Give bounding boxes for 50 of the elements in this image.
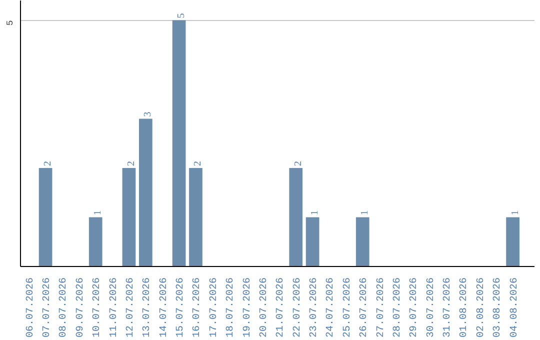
data-label: 2 [192, 160, 204, 166]
x-tick-label: 02.08.2026 [476, 277, 487, 338]
x-tick-label: 20.07.2026 [258, 277, 270, 338]
bar [122, 168, 136, 266]
x-tick-label: 03.08.2026 [492, 277, 504, 338]
data-label: 2 [42, 160, 54, 166]
x-tick-label: 13.07.2026 [142, 277, 154, 338]
x-tick-label: 26.07.2026 [359, 277, 370, 338]
bar [356, 217, 370, 266]
data-label: 1 [510, 210, 521, 216]
x-tick-label: 06.07.2026 [25, 277, 36, 338]
bar [189, 168, 202, 266]
x-tick-label: 31.07.2026 [442, 277, 454, 338]
x-tick-label: 11.07.2026 [108, 277, 120, 338]
data-label: 1 [360, 210, 371, 216]
x-tick-label: 21.07.2026 [276, 277, 287, 338]
x-tick-label: 12.07.2026 [125, 277, 136, 338]
data-label: 1 [310, 210, 321, 216]
x-tick-label: 29.07.2026 [409, 277, 420, 338]
x-tick-label: 08.07.2026 [58, 277, 70, 338]
bar [306, 217, 320, 266]
bar [138, 118, 152, 266]
data-label: 3 [142, 112, 154, 117]
x-tick-label: 28.07.2026 [392, 277, 404, 338]
x-tick-label: 23.07.2026 [309, 277, 320, 338]
x-tick-label: 22.07.2026 [292, 277, 304, 338]
x-tick-label: 18.07.2026 [226, 277, 237, 338]
bar [88, 217, 102, 266]
bar [38, 168, 52, 266]
bar [506, 217, 520, 266]
bar [289, 168, 303, 266]
x-tick-label: 24.07.2026 [326, 277, 337, 338]
x-tick-label: 30.07.2026 [426, 277, 437, 338]
x-tick-label: 09.07.2026 [75, 277, 86, 338]
x-tick-label: 27.07.2026 [376, 277, 387, 338]
bar [172, 20, 186, 266]
data-label: 2 [126, 160, 137, 166]
x-tick-label: 15.07.2026 [176, 277, 187, 338]
x-tick-label: 14.07.2026 [158, 277, 170, 338]
x-tick-label: 01.08.2026 [459, 277, 470, 338]
x-tick-label: 04.08.2026 [509, 277, 520, 338]
x-tick-label: 25.07.2026 [342, 277, 354, 338]
x-tick-label: 16.07.2026 [192, 277, 204, 338]
data-label: 2 [292, 160, 304, 166]
x-tick-label: 07.07.2026 [42, 277, 54, 338]
data-label: 1 [92, 210, 104, 216]
x-tick-label: 10.07.2026 [92, 277, 104, 338]
data-label: 5 [176, 13, 188, 18]
x-tick-label: 17.07.2026 [208, 277, 220, 338]
x-tick-label: 19.07.2026 [242, 277, 254, 338]
